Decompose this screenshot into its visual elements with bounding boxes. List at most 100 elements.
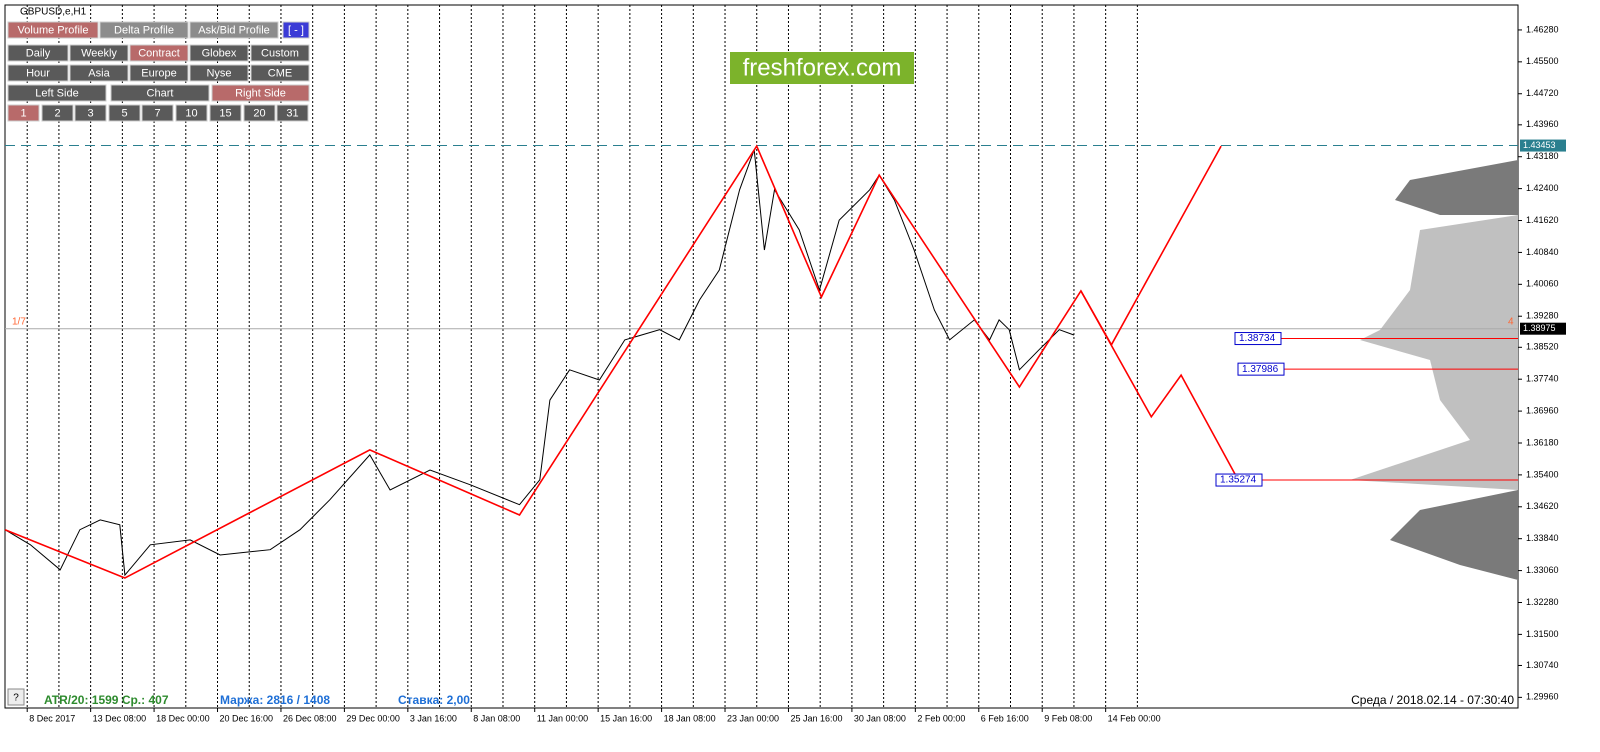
rate-status: Ставка: 2,00 [398,693,470,707]
x-tick-label: 8 Dec 2017 [29,713,75,723]
x-tick-label: 23 Jan 00:00 [727,713,779,723]
toolbar-label: Right Side [235,87,286,99]
price-label-box [1237,362,1285,376]
toolbar-button[interactable] [209,104,242,122]
window-title: GBPUSD,e,H1 [20,7,87,18]
y-tick-label: 1.40060 [1526,279,1559,289]
y-tick-label: 1.36960 [1526,405,1559,415]
price-line [4,149,1075,577]
toolbar-button[interactable] [108,104,141,122]
y-tick-label: 1.34620 [1526,501,1559,511]
toolbar-button[interactable] [99,21,189,39]
toolbar-label: Weekly [81,47,117,59]
toolbar-label: CME [268,67,292,79]
toolbar-button[interactable] [69,64,129,82]
price-label: 1.35274 [1220,475,1257,486]
toolbar-button[interactable] [175,104,208,122]
level-label: 1.43453 [1523,140,1556,150]
toolbar-button[interactable] [189,64,249,82]
toolbar-button[interactable] [69,44,129,62]
x-tick-label: 11 Jan 00:00 [537,713,588,723]
x-tick-label: 3 Jan 16:00 [410,713,457,723]
x-tick-label: 26 Dec 08:00 [283,713,337,723]
toolbar-label: Volume Profile [18,24,89,36]
toolbar-button[interactable] [189,44,249,62]
toolbar-button[interactable] [7,21,99,39]
toolbar-button[interactable] [7,44,69,62]
toolbar-button[interactable] [243,104,276,122]
toolbar-button[interactable] [250,44,310,62]
toolbar-label: 31 [286,107,298,119]
toolbar-label: Chart [147,87,174,99]
toolbar-label: Delta Profile [114,24,174,36]
toolbar-button[interactable] [7,84,107,102]
y-tick-label: 1.42400 [1526,183,1559,193]
price-label: 1.38734 [1239,333,1276,344]
toolbar-button[interactable] [74,104,107,122]
x-tick-label: 15 Jan 16:00 [600,713,652,723]
y-tick-label: 1.37740 [1526,374,1559,384]
toolbar-button[interactable] [189,21,279,39]
y-tick-label: 1.32280 [1526,597,1559,607]
toolbar-button[interactable] [7,64,69,82]
margin-status: Маржа: 2816 / 1408 [220,693,330,707]
toolbar-label: Hour [26,67,50,79]
toolbar-label: 2 [54,107,60,119]
y-tick-label: 1.44720 [1526,88,1559,98]
y-tick-label: 1.31500 [1526,629,1559,639]
toolbar-button[interactable] [141,104,174,122]
toolbar-button[interactable] [7,104,40,122]
time-status: Среда / 2018.02.14 - 07:30:40 [1351,693,1514,707]
y-tick-label: 1.33060 [1526,565,1559,575]
y-tick-label: 1.43180 [1526,151,1559,161]
toolbar-label: 5 [121,107,127,119]
toolbar-button[interactable] [250,64,310,82]
x-tick-label: 18 Jan 08:00 [664,713,716,723]
help-button[interactable] [7,688,25,706]
y-tick-label: 1.35400 [1526,469,1559,479]
y-tick-label: 1.30740 [1526,660,1559,670]
toolbar-button[interactable] [282,21,310,39]
toolbar-label: [ - ] [288,24,304,36]
x-tick-label: 29 Dec 00:00 [346,713,400,723]
y-tick-label: 1.38520 [1526,342,1559,352]
watermark: freshforex.com [743,54,902,81]
toolbar-button[interactable] [129,44,189,62]
toolbar-button[interactable] [110,84,210,102]
x-tick-label: 2 Feb 00:00 [917,713,965,723]
toolbar-label: 15 [219,107,231,119]
toolbar-button[interactable] [129,64,189,82]
toolbar-label: Custom [261,47,299,59]
toolbar-button[interactable] [41,104,74,122]
x-tick-label: 20 Dec 16:00 [220,713,274,723]
level-box [1520,322,1566,335]
atr-status: ATR/20: 1599 Ср.: 407 [44,693,169,707]
y-tick-label: 1.40840 [1526,247,1559,257]
x-tick-label: 6 Feb 16:00 [981,713,1029,723]
price-label-box [1234,332,1282,346]
y-tick-label: 1.45500 [1526,56,1559,66]
y-tick-label: 1.46280 [1526,24,1559,34]
toolbar-label: 7 [154,107,160,119]
volume-profile-top [1395,160,1518,215]
x-tick-label: 14 Feb 00:00 [1108,713,1161,723]
toolbar-label: 3 [87,107,93,119]
toolbar-button[interactable] [211,84,310,102]
y-tick-label: 1.41620 [1526,215,1559,225]
toolbar-label: Nyse [206,67,231,79]
x-tick-label: 8 Jan 08:00 [473,713,520,723]
x-tick-label: 9 Feb 08:00 [1044,713,1092,723]
y-tick-label: 1.33840 [1526,533,1559,543]
help-label: ? [13,693,19,704]
price-label-box [1215,473,1263,487]
price-label: 1.37986 [1242,364,1279,375]
x-tick-label: 13 Dec 08:00 [93,713,147,723]
toolbar-label: Contract [138,47,180,59]
toolbar-label: 20 [253,107,265,119]
volume-profile-mid [1350,215,1518,490]
toolbar-button[interactable] [276,104,309,122]
x-tick-label: 18 Dec 00:00 [156,713,210,723]
x-tick-label: 30 Jan 08:00 [854,713,906,723]
